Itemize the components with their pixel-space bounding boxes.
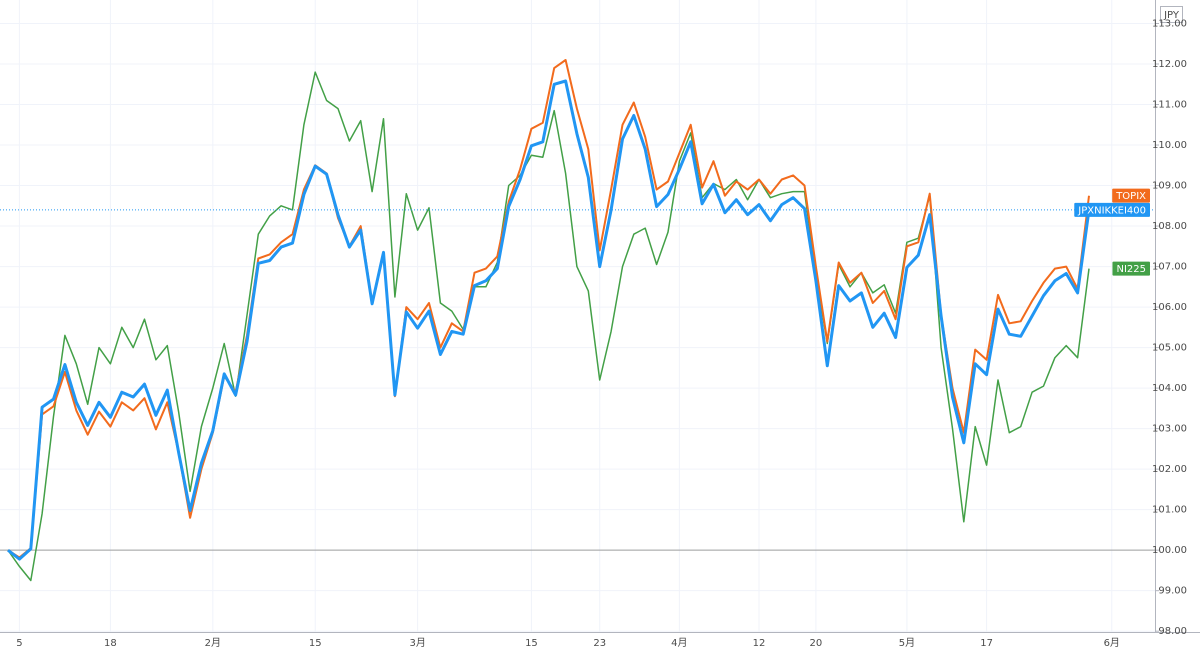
y-tick-label: 103.00 bbox=[1152, 424, 1187, 435]
series-tag-box bbox=[1112, 261, 1150, 276]
x-tick-label: 3月 bbox=[409, 637, 425, 649]
y-tick-label: 102.00 bbox=[1152, 464, 1187, 475]
series-line bbox=[7, 79, 1091, 561]
x-tick-label: 5月 bbox=[899, 637, 915, 649]
series-tag-box bbox=[1074, 202, 1150, 217]
y-tick-label: 109.00 bbox=[1152, 181, 1187, 192]
y-tick-label: 107.00 bbox=[1152, 262, 1187, 273]
x-tick-label: 4月 bbox=[671, 637, 687, 649]
x-tick-label: 23 bbox=[593, 638, 606, 649]
y-tick-label: 113.00 bbox=[1152, 18, 1187, 29]
series-tag: NI225 bbox=[1112, 261, 1150, 276]
y-tick-label: 105.00 bbox=[1152, 343, 1187, 354]
series-tag: TOPIX bbox=[1112, 188, 1150, 203]
y-tick-label: 111.00 bbox=[1152, 100, 1187, 111]
y-tick-label: 98.00 bbox=[1158, 626, 1187, 637]
legend-label: JPXNIKKEI400 bbox=[1077, 205, 1146, 216]
x-tick-label: 12 bbox=[753, 638, 766, 649]
y-tick-label: 101.00 bbox=[1152, 505, 1187, 516]
x-tick-label: 5 bbox=[16, 638, 22, 649]
currency-box[interactable] bbox=[1160, 6, 1183, 23]
y-tick-label: 106.00 bbox=[1152, 302, 1187, 313]
x-tick-label: 2月 bbox=[205, 637, 221, 649]
y-tick-label: 99.00 bbox=[1158, 586, 1187, 597]
x-tick-label: 17 bbox=[980, 638, 993, 649]
x-tick-label: 15 bbox=[525, 638, 538, 649]
y-tick-label: 100.00 bbox=[1152, 545, 1187, 556]
series-tag-box bbox=[1112, 188, 1150, 203]
y-tick-label: 110.00 bbox=[1152, 140, 1187, 151]
legend-label: NI225 bbox=[1116, 264, 1146, 275]
x-tick-label: 15 bbox=[309, 638, 322, 649]
x-tick-label: 18 bbox=[104, 638, 117, 649]
x-tick-label: 6月 bbox=[1104, 637, 1120, 649]
legend-label: TOPIX bbox=[1115, 191, 1146, 202]
y-tick-label: 112.00 bbox=[1152, 59, 1187, 70]
currency-label: JPY bbox=[1163, 10, 1180, 21]
series-tag: JPXNIKKEI400 bbox=[1074, 202, 1150, 217]
x-tick-label: 20 bbox=[810, 638, 823, 649]
y-tick-label: 104.00 bbox=[1152, 383, 1187, 394]
series-line bbox=[7, 71, 1090, 582]
y-tick-label: 108.00 bbox=[1152, 221, 1187, 232]
